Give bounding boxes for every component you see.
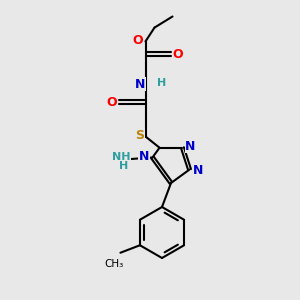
Text: N: N [139, 150, 149, 163]
Text: O: O [106, 95, 117, 109]
Text: NH: NH [112, 152, 130, 163]
Text: O: O [172, 47, 183, 61]
Text: H: H [158, 78, 166, 88]
Text: O: O [132, 34, 143, 47]
Text: S: S [136, 129, 145, 142]
Text: H: H [119, 160, 129, 171]
Text: CH₃: CH₃ [105, 259, 124, 269]
Text: N: N [135, 77, 145, 91]
Text: N: N [193, 164, 203, 177]
Text: N: N [185, 140, 196, 153]
